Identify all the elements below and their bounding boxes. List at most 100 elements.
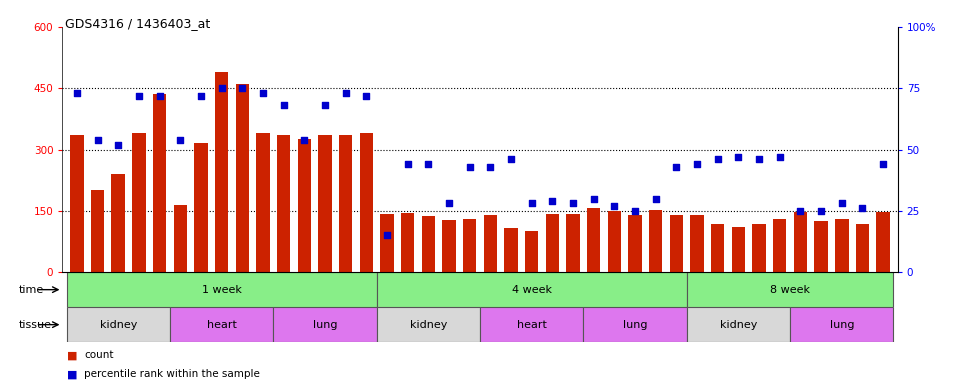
Text: 8 week: 8 week	[770, 285, 810, 295]
Text: GDS4316 / 1436403_at: GDS4316 / 1436403_at	[65, 17, 210, 30]
Bar	[855, 224, 869, 272]
Point	[524, 200, 540, 207]
Point	[442, 200, 457, 207]
Bar	[463, 219, 476, 272]
Point	[152, 93, 167, 99]
Bar	[298, 139, 311, 272]
Point	[193, 93, 208, 99]
Text: 1 week: 1 week	[202, 285, 242, 295]
Bar	[753, 224, 766, 272]
Bar	[814, 221, 828, 272]
Point	[90, 137, 106, 143]
Bar	[421, 216, 435, 272]
Bar	[401, 213, 415, 272]
Point	[628, 208, 643, 214]
Bar	[790, 307, 894, 342]
Point	[752, 156, 767, 162]
Bar	[686, 272, 894, 307]
Bar	[376, 307, 480, 342]
Point	[503, 156, 518, 162]
Point	[214, 85, 229, 91]
Text: kidney: kidney	[720, 319, 757, 329]
Text: ■: ■	[67, 369, 78, 379]
Bar	[545, 214, 559, 272]
Point	[565, 200, 581, 207]
Text: heart: heart	[516, 319, 546, 329]
Text: lung: lung	[313, 319, 337, 329]
Bar	[376, 272, 686, 307]
Bar	[66, 272, 376, 307]
Text: 4 week: 4 week	[512, 285, 552, 295]
Bar	[111, 174, 125, 272]
Point	[689, 161, 705, 167]
Bar	[835, 219, 849, 272]
Text: count: count	[84, 351, 114, 361]
Bar	[504, 228, 517, 272]
Text: kidney: kidney	[100, 319, 137, 329]
Bar	[443, 220, 456, 272]
Text: time: time	[19, 285, 44, 295]
Point	[462, 164, 477, 170]
Bar	[235, 84, 249, 272]
Bar	[773, 219, 786, 272]
Bar	[670, 215, 684, 272]
Point	[359, 93, 374, 99]
Point	[297, 137, 312, 143]
Point	[731, 154, 746, 160]
Point	[607, 203, 622, 209]
Point	[110, 142, 126, 148]
Bar	[318, 135, 331, 272]
Bar	[732, 227, 745, 272]
Bar	[587, 208, 600, 272]
Bar	[608, 211, 621, 272]
Point	[854, 205, 870, 212]
Point	[255, 90, 271, 96]
Bar	[360, 133, 373, 272]
Bar	[215, 72, 228, 272]
Point	[276, 102, 291, 108]
Point	[544, 198, 560, 204]
Point	[772, 154, 787, 160]
Bar	[629, 215, 642, 272]
Bar	[686, 307, 790, 342]
Point	[69, 90, 84, 96]
Bar	[170, 307, 274, 342]
Point	[876, 161, 891, 167]
Bar	[276, 135, 290, 272]
Bar	[274, 307, 376, 342]
Bar	[484, 215, 497, 272]
Point	[338, 90, 353, 96]
Text: ■: ■	[67, 351, 78, 361]
Text: lung: lung	[623, 319, 647, 329]
Bar	[566, 214, 580, 272]
Bar	[525, 231, 539, 272]
Point	[793, 208, 808, 214]
Bar	[480, 307, 584, 342]
Bar	[70, 135, 84, 272]
Point	[317, 102, 332, 108]
Bar	[194, 143, 207, 272]
Point	[586, 195, 601, 202]
Point	[379, 232, 395, 238]
Bar	[66, 307, 170, 342]
Bar	[649, 210, 662, 272]
Bar	[339, 135, 352, 272]
Point	[234, 85, 250, 91]
Point	[173, 137, 188, 143]
Point	[669, 164, 684, 170]
Point	[834, 200, 850, 207]
Bar	[91, 190, 105, 272]
Bar	[153, 94, 166, 272]
Text: lung: lung	[829, 319, 854, 329]
Text: heart: heart	[206, 319, 236, 329]
Point	[648, 195, 663, 202]
Bar	[690, 215, 704, 272]
Text: kidney: kidney	[410, 319, 447, 329]
Point	[400, 161, 416, 167]
Bar	[794, 212, 807, 272]
Bar	[584, 307, 686, 342]
Bar	[380, 214, 394, 272]
Bar	[174, 205, 187, 272]
Point	[813, 208, 828, 214]
Text: percentile rank within the sample: percentile rank within the sample	[84, 369, 260, 379]
